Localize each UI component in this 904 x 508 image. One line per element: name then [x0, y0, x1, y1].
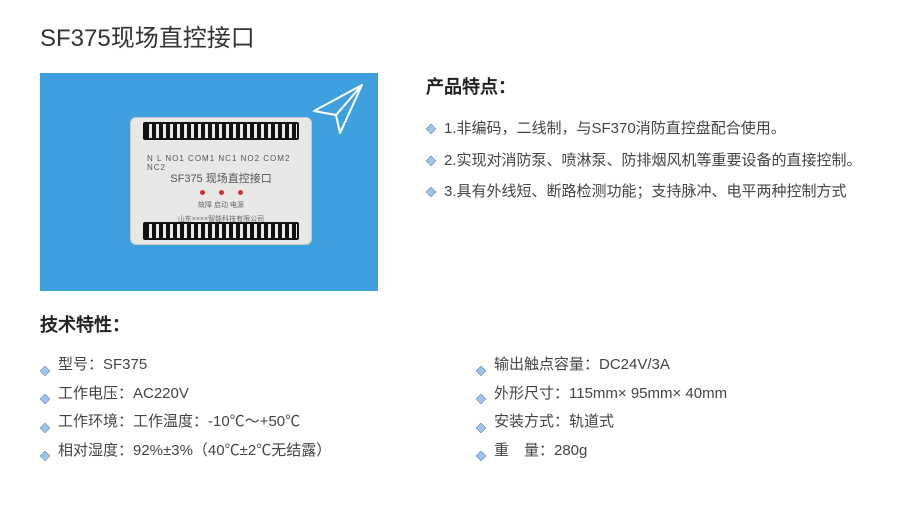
bullet-diamond-icon	[426, 124, 436, 134]
bullet-diamond-icon	[476, 451, 486, 461]
bullet-diamond-icon	[426, 156, 436, 166]
bullet-diamond-icon	[40, 423, 50, 433]
bullet-diamond-icon	[426, 187, 436, 197]
spec-item: 重 量：280g	[476, 437, 864, 466]
specs-section: 技术特性： 型号：SF375 工作电压：AC220V 工作环境：工作温度：-10…	[40, 311, 864, 465]
spec-text: 外形尺寸：115mm× 95mm× 40mm	[494, 380, 727, 409]
spec-item: 相对湿度：92%±3%（40℃±2℃无结露）	[40, 437, 440, 466]
bullet-diamond-icon	[476, 394, 486, 404]
paper-plane-icon	[310, 81, 366, 142]
spec-text: 工作环境：工作温度：-10℃～+50℃	[58, 408, 300, 437]
spec-text: 安装方式：轨道式	[494, 408, 614, 437]
bullet-diamond-icon	[476, 423, 486, 433]
specs-heading: 技术特性：	[40, 311, 864, 337]
feature-item: 2.实现对消防泵、喷淋泵、防排烟风机等重要设备的直接控制。	[426, 145, 864, 177]
top-row: N L NO1 COM1 NC1 NO2 COM2 NC2 SF375 现场直控…	[40, 73, 864, 291]
product-photo: N L NO1 COM1 NC1 NO2 COM2 NC2 SF375 现场直控…	[40, 73, 378, 291]
spec-item: 安装方式：轨道式	[476, 408, 864, 437]
spec-item: 外形尺寸：115mm× 95mm× 40mm	[476, 380, 864, 409]
feature-item: 3.具有外线短、断路检测功能；支持脉冲、电平两种控制方式	[426, 176, 864, 208]
spec-item: 工作电压：AC220V	[40, 380, 440, 409]
feature-text: 2.实现对消防泵、喷淋泵、防排烟风机等重要设备的直接控制。	[444, 145, 862, 177]
bullet-diamond-icon	[40, 451, 50, 461]
bullet-diamond-icon	[40, 366, 50, 376]
spec-text: 工作电压：AC220V	[58, 380, 189, 409]
bullet-diamond-icon	[40, 394, 50, 404]
spec-item: 工作环境：工作温度：-10℃～+50℃	[40, 408, 440, 437]
device-box: N L NO1 COM1 NC1 NO2 COM2 NC2 SF375 现场直控…	[130, 117, 312, 245]
features-section: 产品特点： 1.非编码，二线制，与SF370消防直控盘配合使用。 2.实现对消防…	[426, 73, 864, 208]
spec-text: 输出触点容量：DC24V/3A	[494, 351, 670, 380]
page-title: SF375现场直控接口	[40, 18, 864, 53]
bullet-diamond-icon	[476, 366, 486, 376]
feature-text: 1.非编码，二线制，与SF370消防直控盘配合使用。	[444, 113, 786, 145]
device-leds-label: 故障 启动 电源	[131, 200, 311, 210]
spec-text: 相对湿度：92%±3%（40℃±2℃无结露）	[58, 437, 331, 466]
spec-item: 型号：SF375	[40, 351, 440, 380]
spec-text: 重 量：280g	[494, 437, 587, 466]
specs-right-list: 输出触点容量：DC24V/3A 外形尺寸：115mm× 95mm× 40mm 安…	[476, 351, 864, 465]
device-leds	[131, 190, 311, 195]
specs-left-list: 型号：SF375 工作电压：AC220V 工作环境：工作温度：-10℃～+50℃…	[40, 351, 440, 465]
spec-text: 型号：SF375	[58, 351, 147, 380]
features-list: 1.非编码，二线制，与SF370消防直控盘配合使用。 2.实现对消防泵、喷淋泵、…	[426, 113, 864, 208]
device-company-label: 山东××××智能科技有限公司	[131, 214, 311, 224]
device-model-label: SF375 现场直控接口	[131, 170, 311, 186]
feature-text: 3.具有外线短、断路检测功能；支持脉冲、电平两种控制方式	[444, 176, 847, 208]
spec-item: 输出触点容量：DC24V/3A	[476, 351, 864, 380]
feature-item: 1.非编码，二线制，与SF370消防直控盘配合使用。	[426, 113, 864, 145]
features-heading: 产品特点：	[426, 73, 864, 99]
